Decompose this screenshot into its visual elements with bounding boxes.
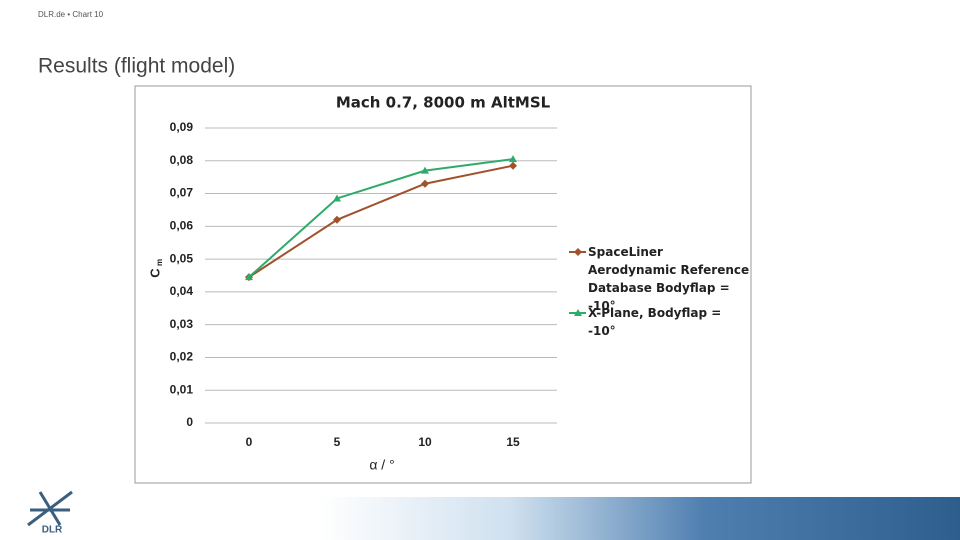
- legend-marker: [574, 309, 582, 316]
- x-tick-label: 10: [418, 435, 432, 449]
- y-tick-label: 0: [186, 415, 193, 429]
- legend-swatch: [569, 309, 586, 316]
- y-tick-label: 0,09: [170, 120, 194, 134]
- y-tick-label: 0,08: [170, 153, 194, 167]
- x-axis-label: α / °: [369, 457, 394, 473]
- x-tick-label: 5: [334, 435, 341, 449]
- y-label-base: C: [147, 268, 162, 278]
- point: [333, 194, 341, 202]
- y-tick-label: 0,06: [170, 219, 194, 233]
- point: [509, 155, 517, 163]
- y-tick-label: 0,05: [170, 251, 194, 265]
- y-tick-label: 0,01: [170, 382, 194, 396]
- legend-swatch: [569, 248, 586, 256]
- earth-strip: [320, 497, 960, 540]
- point: [421, 179, 429, 188]
- y-axis-label: C m: [147, 259, 164, 278]
- y-tick-label: 0,03: [170, 317, 194, 331]
- breadcrumb: DLR.de • Chart 10: [38, 10, 104, 19]
- y-tick-label: 0,02: [170, 350, 194, 364]
- legend-label: SpaceLiner Aerodynamic Reference Databas…: [588, 245, 750, 313]
- x-tick-label: 15: [506, 435, 520, 449]
- logo-text: DLR: [42, 525, 63, 536]
- y-tick-label: 0,07: [170, 186, 194, 200]
- point: [245, 273, 253, 281]
- logo-mark: [27, 490, 73, 527]
- legend-entry: SpaceLiner Aerodynamic Reference Databas…: [568, 243, 753, 315]
- chart-frame: [134, 85, 752, 484]
- y-tick-label: 0,04: [170, 284, 194, 298]
- point: [333, 215, 341, 224]
- point: [421, 166, 429, 174]
- legend-entry: X-Plane, Bodyflap = -10°: [568, 304, 753, 340]
- series-line: [248, 164, 514, 278]
- x-tick-label: 0: [246, 435, 253, 449]
- legend-label: X-Plane, Bodyflap = -10°: [588, 306, 722, 338]
- chart-title: Mach 0.7, 8000 m AltMSL: [336, 94, 551, 112]
- point: [509, 161, 517, 170]
- slide-title: Results (flight model): [38, 55, 235, 78]
- y-label-sub: m: [155, 259, 164, 266]
- series-line: [248, 158, 514, 278]
- legend-marker: [574, 248, 582, 256]
